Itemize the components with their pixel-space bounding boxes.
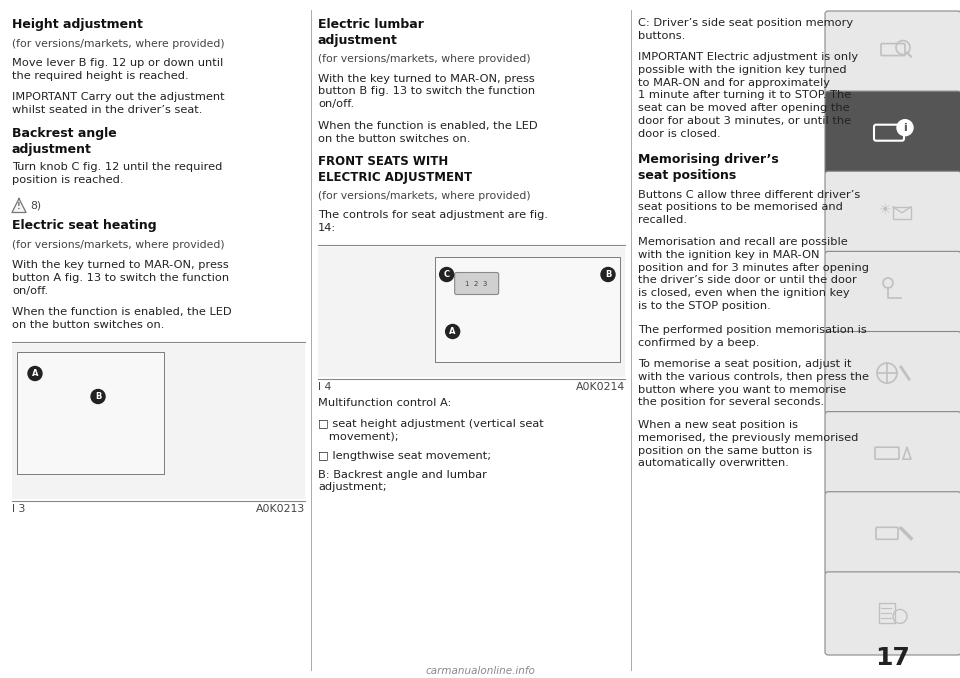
FancyBboxPatch shape [825, 11, 960, 94]
Bar [435, 256, 620, 361]
Text: A0K0214: A0K0214 [576, 382, 625, 391]
Text: Backrest angle
adjustment: Backrest angle adjustment [12, 127, 117, 155]
Text: Memorising driver’s
seat positions: Memorising driver’s seat positions [638, 153, 779, 182]
Circle shape [28, 367, 42, 380]
Text: □ lengthwise seat movement;: □ lengthwise seat movement; [318, 451, 492, 461]
Text: carmanualonline.info: carmanualonline.info [425, 666, 535, 676]
Text: A: A [449, 327, 456, 336]
Circle shape [445, 325, 460, 338]
FancyBboxPatch shape [825, 91, 960, 174]
Text: !: ! [17, 203, 21, 212]
Text: (for versions/markets, where provided): (for versions/markets, where provided) [318, 191, 531, 201]
Bar [12, 344, 305, 498]
FancyBboxPatch shape [825, 492, 960, 575]
Text: Buttons C allow three different driver’s
seat positions to be memorised and
reca: Buttons C allow three different driver’s… [638, 189, 860, 225]
Polygon shape [12, 199, 26, 212]
Text: IMPORTANT Electric adjustment is only
possible with the ignition key turned
to M: IMPORTANT Electric adjustment is only po… [638, 52, 858, 139]
Text: With the key turned to MAR-ON, press
button A fig. 13 to switch the function
on/: With the key turned to MAR-ON, press but… [12, 260, 229, 296]
Text: (for versions/markets, where provided): (for versions/markets, where provided) [12, 39, 225, 49]
Text: 17: 17 [876, 646, 910, 670]
Text: To memorise a seat position, adjust it
with the various controls, then press the: To memorise a seat position, adjust it w… [638, 359, 869, 407]
Text: FRONT SEATS WITH
ELECTRIC ADJUSTMENT: FRONT SEATS WITH ELECTRIC ADJUSTMENT [318, 155, 472, 184]
Text: ☀: ☀ [878, 203, 891, 217]
Text: A0K0213: A0K0213 [255, 504, 305, 513]
Text: Electric seat heating: Electric seat heating [12, 220, 156, 233]
Text: Memorisation and recall are possible
with the ignition key in MAR-ON
position an: Memorisation and recall are possible wit… [638, 237, 869, 311]
Text: When the function is enabled, the LED
on the button switches on.: When the function is enabled, the LED on… [318, 121, 538, 144]
Text: B: Backrest angle and lumbar
adjustment;: B: Backrest angle and lumbar adjustment; [318, 469, 487, 492]
FancyBboxPatch shape [825, 252, 960, 334]
Text: 1  2  3: 1 2 3 [466, 281, 488, 287]
Text: B: B [605, 270, 612, 279]
Circle shape [91, 389, 105, 403]
Bar [318, 247, 625, 376]
FancyBboxPatch shape [455, 273, 498, 294]
FancyBboxPatch shape [825, 172, 960, 254]
Text: When a new seat position is
memorised, the previously memorised
position on the : When a new seat position is memorised, t… [638, 420, 858, 468]
Bar [17, 351, 164, 473]
FancyBboxPatch shape [825, 332, 960, 415]
Text: Move lever B fig. 12 up or down until
the required height is reached.: Move lever B fig. 12 up or down until th… [12, 58, 224, 81]
Text: i: i [903, 123, 907, 133]
Text: C: Driver’s side seat position memory
buttons.: C: Driver’s side seat position memory bu… [638, 18, 853, 41]
Text: The controls for seat adjustment are fig.
14:: The controls for seat adjustment are fig… [318, 210, 548, 233]
Text: The performed position memorisation is
confirmed by a beep.: The performed position memorisation is c… [638, 325, 867, 348]
Text: Multifunction control A:: Multifunction control A: [318, 399, 451, 409]
Text: A: A [32, 369, 38, 378]
Text: C: C [444, 270, 449, 279]
Circle shape [601, 268, 615, 281]
FancyBboxPatch shape [825, 412, 960, 495]
FancyBboxPatch shape [825, 572, 960, 655]
Text: □ seat height adjustment (vertical seat
   movement);: □ seat height adjustment (vertical seat … [318, 419, 543, 442]
Text: (for versions/markets, where provided): (for versions/markets, where provided) [12, 241, 225, 250]
Circle shape [440, 268, 454, 281]
Circle shape [897, 120, 913, 136]
Text: l 3: l 3 [12, 504, 25, 513]
Text: Electric lumbar
adjustment: Electric lumbar adjustment [318, 18, 424, 47]
Text: B: B [95, 392, 101, 401]
Text: l 4: l 4 [318, 382, 331, 391]
Text: When the function is enabled, the LED
on the button switches on.: When the function is enabled, the LED on… [12, 308, 231, 330]
Text: Turn knob C fig. 12 until the required
position is reached.: Turn knob C fig. 12 until the required p… [12, 163, 223, 185]
Text: With the key turned to MAR-ON, press
button B fig. 13 to switch the function
on/: With the key turned to MAR-ON, press but… [318, 73, 535, 109]
Text: (for versions/markets, where provided): (for versions/markets, where provided) [318, 54, 531, 64]
Text: Height adjustment: Height adjustment [12, 18, 143, 31]
Text: IMPORTANT Carry out the adjustment
whilst seated in the driver’s seat.: IMPORTANT Carry out the adjustment whils… [12, 92, 225, 115]
Text: 8): 8) [30, 201, 41, 210]
